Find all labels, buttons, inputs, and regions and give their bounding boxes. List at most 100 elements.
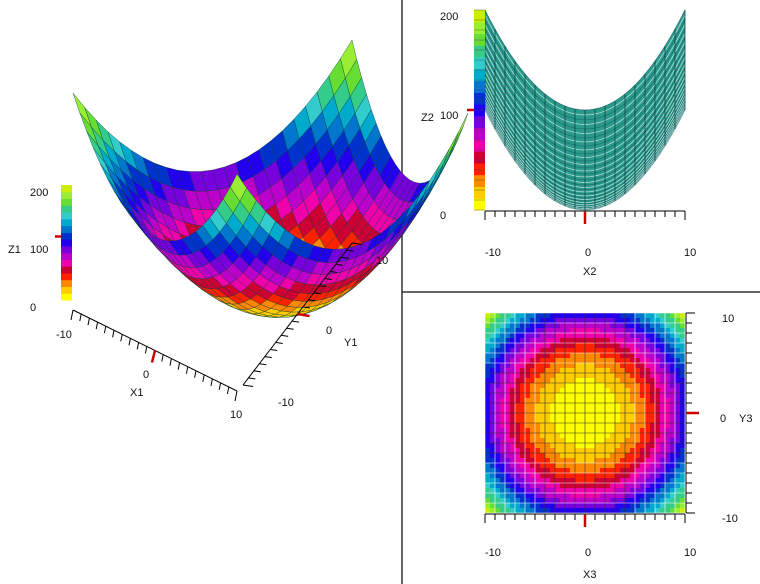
heat-cell: [680, 473, 685, 479]
heat-cell: [505, 378, 511, 384]
heat-cell: [495, 508, 501, 513]
heat-cell: [605, 333, 611, 339]
heat-cell: [520, 408, 526, 414]
heat-cell: [605, 463, 611, 469]
heat-cell: [575, 453, 581, 459]
heat-cell: [615, 398, 621, 404]
heat-cell: [525, 423, 531, 429]
heat-cell: [610, 463, 616, 469]
heat-cell: [540, 328, 546, 334]
heat-cell: [645, 423, 651, 429]
heat-cell: [615, 453, 621, 459]
heat-cell: [670, 478, 676, 484]
heat-cell: [635, 313, 641, 319]
heat-cell: [540, 348, 546, 354]
heat-cell: [610, 468, 616, 474]
heat-cell: [610, 443, 616, 449]
heat-cell: [655, 418, 661, 424]
heat-cell: [520, 433, 526, 439]
heat-cell: [540, 388, 546, 394]
heat-cell: [535, 503, 541, 509]
heat-cell: [665, 498, 671, 504]
heat-cell: [675, 353, 681, 359]
heat-cell: [610, 398, 616, 404]
y1-marker: [297, 312, 310, 318]
heat-cell: [535, 468, 541, 474]
heat-cell: [635, 478, 641, 484]
heat-cell: [540, 493, 546, 499]
x2-tick-0: 0: [585, 247, 591, 259]
heat-cell: [535, 463, 541, 469]
heat-cell: [495, 468, 501, 474]
heat-cell: [675, 463, 681, 469]
heat-cell: [625, 333, 631, 339]
heat-cell: [495, 363, 501, 369]
heat-cell: [575, 323, 581, 329]
heat-cell: [660, 413, 666, 419]
heat-cell: [625, 453, 631, 459]
heat-cell: [645, 318, 651, 324]
heat-cell: [620, 333, 626, 339]
heat-cell: [525, 363, 531, 369]
heat-cell: [620, 453, 626, 459]
heat-cell: [630, 358, 636, 364]
heat-cell: [490, 473, 496, 479]
heat-cell: [560, 478, 566, 484]
heat-cell: [490, 358, 496, 364]
heat-cell: [525, 318, 531, 324]
heat-cell: [535, 378, 541, 384]
heat-cell: [560, 438, 566, 444]
heat-cell: [640, 418, 646, 424]
heat-cell: [505, 358, 511, 364]
heat-cell: [525, 503, 531, 509]
heat-cell: [570, 323, 576, 329]
heat-cell: [680, 508, 685, 513]
heat-cell: [620, 373, 626, 379]
heat-cell: [575, 388, 581, 394]
heat-cell: [580, 403, 586, 409]
heat-cell: [485, 418, 491, 424]
heat-cell: [600, 448, 606, 454]
heat-cell: [595, 498, 601, 504]
heat-cell: [660, 333, 666, 339]
heat-cell: [490, 383, 496, 389]
heat-cell: [595, 413, 601, 419]
heat-cell: [670, 388, 676, 394]
heat-cell: [565, 413, 571, 419]
heat-cell: [505, 463, 511, 469]
heat-cell: [545, 353, 551, 359]
heat-cell: [485, 488, 491, 494]
heat-cell: [490, 373, 496, 379]
heat-cell: [520, 313, 526, 319]
heat-cell: [485, 443, 491, 449]
heat-cell: [545, 338, 551, 344]
heat-cell: [640, 403, 646, 409]
heat-cell: [660, 408, 666, 414]
heat-cell: [580, 378, 586, 384]
heat-cell: [560, 373, 566, 379]
heat-cell: [505, 423, 511, 429]
heat-cell: [495, 408, 501, 414]
heat-cell: [490, 478, 496, 484]
heat-cell: [580, 328, 586, 334]
heat-cell: [565, 473, 571, 479]
heat-cell: [605, 368, 611, 374]
heat-cell: [535, 353, 541, 359]
heat-cell: [525, 398, 531, 404]
heat-cell: [580, 453, 586, 459]
colorbar-cell: [61, 191, 72, 200]
heat-cell: [520, 468, 526, 474]
heat-cell: [485, 333, 491, 339]
heat-cell: [565, 338, 571, 344]
heat-cell: [665, 403, 671, 409]
heat-cell: [595, 458, 601, 464]
heat-cell: [585, 398, 591, 404]
heat-cell: [670, 318, 676, 324]
heat-cell: [670, 433, 676, 439]
heat-cell: [585, 328, 591, 334]
heat-cell: [500, 453, 506, 459]
z1-tick-200: 200: [30, 187, 48, 199]
heat-cell: [555, 338, 561, 344]
heat-cell: [600, 388, 606, 394]
heat-cell: [665, 318, 671, 324]
